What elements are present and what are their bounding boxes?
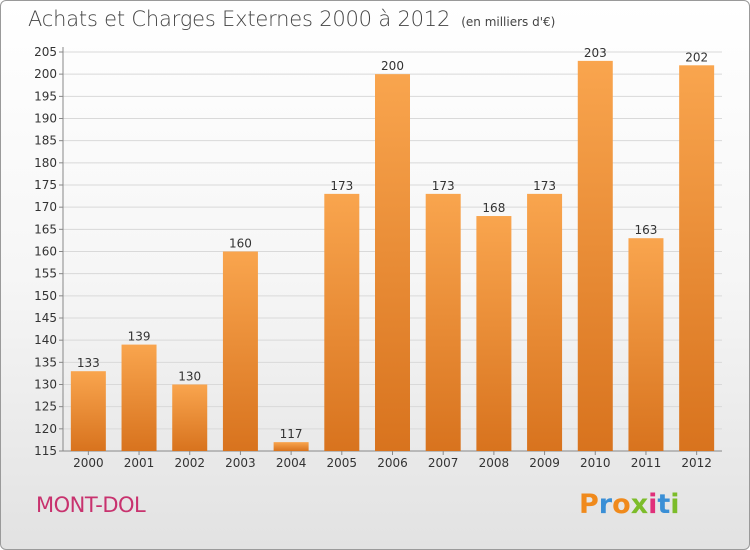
- x-tick-label: 2007: [428, 456, 459, 470]
- bar-value-label: 173: [330, 179, 353, 193]
- y-tick-label: 205: [34, 45, 57, 59]
- x-tick-label: 2003: [225, 456, 256, 470]
- bar-value-label: 130: [178, 370, 201, 384]
- bar-value-label: 200: [381, 59, 404, 73]
- y-tick-label: 165: [34, 222, 57, 236]
- y-tick-label: 155: [34, 267, 57, 281]
- x-tick-label: 2009: [529, 456, 560, 470]
- bar-value-label: 133: [77, 356, 100, 370]
- y-tick-label: 190: [34, 112, 57, 126]
- x-tick-label: 2000: [73, 456, 104, 470]
- chart-title: Achats et Charges Externes 2000 à 2012 (…: [28, 7, 555, 31]
- logo-letter: x: [630, 489, 649, 520]
- y-tick-label: 145: [34, 311, 57, 325]
- y-tick-label: 140: [34, 333, 57, 347]
- bar-2008: [476, 216, 512, 451]
- bar-2005: [324, 193, 360, 451]
- bar-2006: [375, 74, 410, 452]
- city-name: MONT-DOL: [36, 493, 146, 517]
- y-tick-label: 180: [34, 156, 57, 170]
- x-tick-label: 2004: [276, 456, 307, 470]
- bar-2002: [172, 384, 208, 451]
- bar-2000: [70, 371, 106, 451]
- logo-letter: i: [670, 489, 680, 520]
- y-tick-label: 150: [34, 289, 57, 303]
- bar-2010: [577, 60, 613, 451]
- bar-value-label: 160: [229, 237, 252, 251]
- bar-value-label: 139: [128, 330, 151, 344]
- bar-value-label: 202: [685, 50, 708, 64]
- y-tick-label: 135: [34, 355, 57, 369]
- bar-2009: [527, 193, 563, 451]
- bar-value-label: 203: [584, 46, 607, 60]
- bar-value-label: 173: [432, 179, 455, 193]
- y-tick-label: 120: [34, 422, 57, 436]
- x-tick-label: 2008: [479, 456, 510, 470]
- bars: [70, 60, 715, 452]
- y-tick-label: 170: [34, 200, 57, 214]
- bar-2003: [222, 251, 258, 451]
- bar-value-label: 163: [635, 223, 658, 237]
- y-tick-label: 115: [34, 444, 57, 458]
- x-tick-label: 2005: [327, 456, 358, 470]
- y-tick-label: 195: [34, 89, 57, 103]
- bar-value-label: 168: [482, 201, 505, 215]
- bar-value-label: 173: [533, 179, 556, 193]
- chart-title-text: Achats et Charges Externes 2000 à 2012: [28, 7, 451, 31]
- y-tick-label: 160: [34, 245, 57, 259]
- bar-2012: [679, 65, 715, 452]
- bar-value-label: 117: [280, 427, 303, 441]
- logo-letter: r: [598, 489, 613, 520]
- proxiti-logo: Proxiti: [579, 489, 680, 520]
- x-tick-label: 2010: [580, 456, 611, 470]
- y-tick-label: 125: [34, 400, 57, 414]
- y-tick-label: 200: [34, 67, 57, 81]
- x-tick-label: 2006: [377, 456, 408, 470]
- logo-letter: t: [657, 489, 671, 520]
- labels: 115 120 125 130 135 140 145 150 155 160 165 170 175 1…: [34, 45, 712, 470]
- bar-2004: [273, 442, 309, 451]
- y-tick-label: 130: [34, 378, 57, 392]
- x-tick-label: 2001: [124, 456, 155, 470]
- logo-letter: i: [648, 489, 658, 520]
- bar-2001: [121, 344, 157, 451]
- x-tick-label: 2011: [631, 456, 662, 470]
- chart-unit: (en milliers d'€): [461, 15, 556, 29]
- logo-letter: P: [579, 489, 599, 520]
- bar-2011: [628, 238, 664, 451]
- logo-letter: o: [612, 489, 631, 520]
- x-tick-label: 2002: [174, 456, 205, 470]
- bar-2007: [425, 193, 461, 451]
- x-tick-label: 2012: [681, 456, 712, 470]
- y-tick-label: 185: [34, 134, 57, 148]
- y-tick-label: 175: [34, 178, 57, 192]
